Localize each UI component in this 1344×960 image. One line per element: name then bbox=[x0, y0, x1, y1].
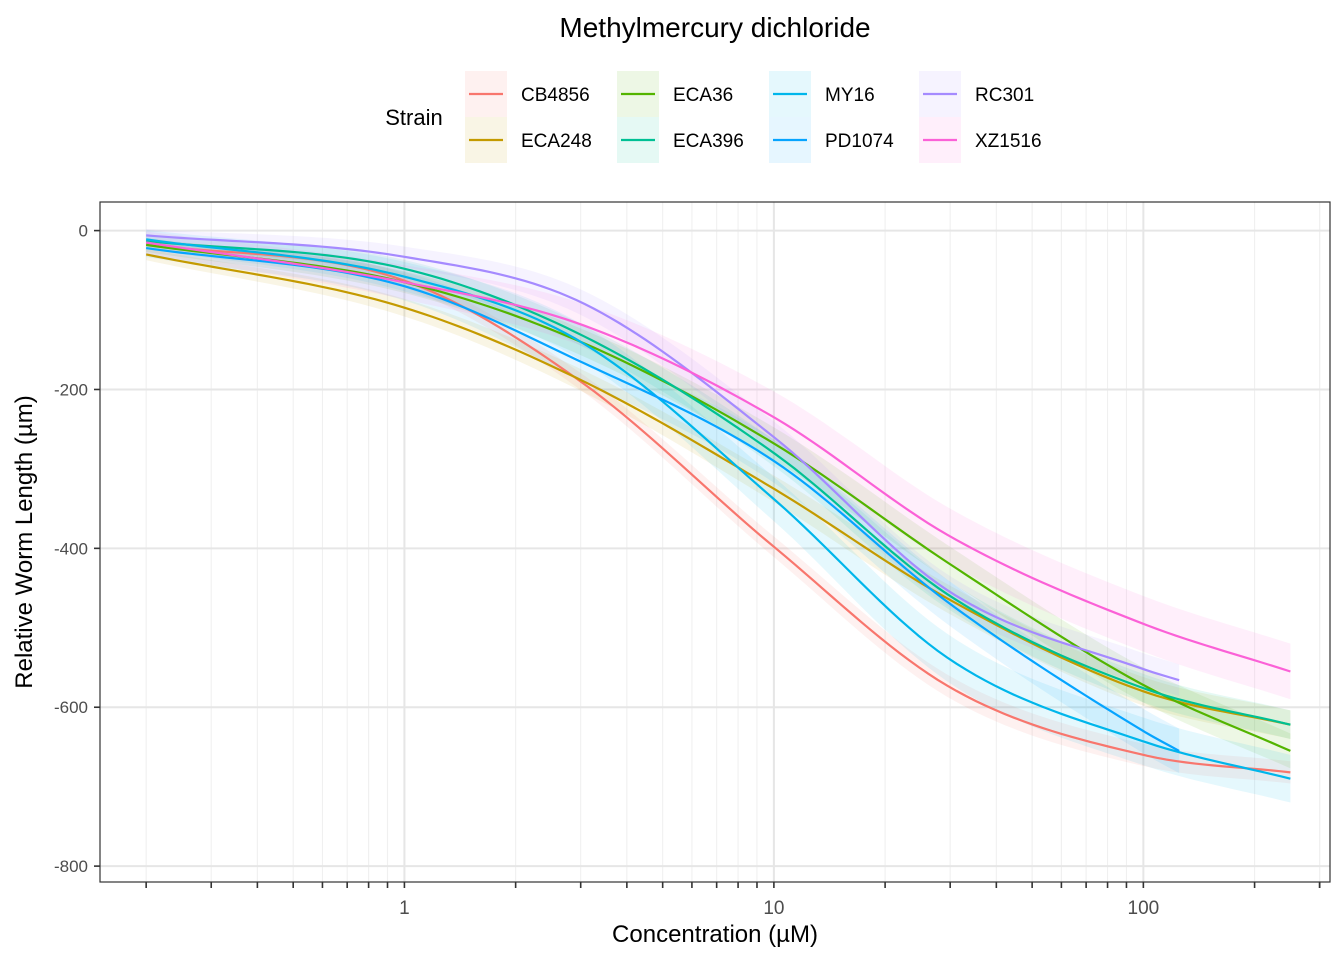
x-axis: 1 10 100 bbox=[145, 882, 1321, 919]
legend: Strain CB4856 ECA248 ECA36 ECA396 MY16 PD1074… bbox=[385, 71, 1042, 163]
legend-item-eca248: ECA248 bbox=[465, 117, 592, 163]
legend-label: MY16 bbox=[825, 85, 875, 106]
legend-label: PD1074 bbox=[825, 131, 894, 152]
legend-label: CB4856 bbox=[521, 85, 590, 106]
line-rc301 bbox=[146, 234, 1180, 682]
line-eca396 bbox=[146, 239, 1291, 726]
y-tick-label: -800 bbox=[54, 857, 88, 876]
legend-item-pd1074: PD1074 bbox=[769, 117, 894, 163]
legend-title: Strain bbox=[385, 105, 442, 130]
legend-item-eca36: ECA36 bbox=[617, 71, 733, 117]
band-eca248 bbox=[146, 248, 1291, 740]
confidence-bands bbox=[146, 229, 1291, 803]
band-eca396 bbox=[146, 235, 1291, 740]
band-rc301 bbox=[146, 229, 1180, 697]
line-xz1516 bbox=[145, 241, 1291, 673]
y-axis-label: Relative Worm Length (µm) bbox=[11, 395, 38, 688]
grid-major bbox=[100, 202, 1330, 882]
band-my16 bbox=[146, 229, 1291, 803]
plot-panel bbox=[99, 201, 1331, 883]
legend-label: ECA248 bbox=[521, 131, 592, 152]
x-axis-label: Concentration (µM) bbox=[612, 921, 818, 948]
line-my16 bbox=[146, 238, 1291, 780]
y-tick-label: -400 bbox=[54, 539, 88, 558]
legend-label: ECA396 bbox=[673, 131, 744, 152]
x-tick-label: 100 bbox=[1128, 898, 1160, 919]
legend-item-my16: MY16 bbox=[769, 71, 875, 117]
legend-label: ECA36 bbox=[673, 85, 733, 106]
panel-background bbox=[100, 202, 1330, 882]
legend-item-rc301: RC301 bbox=[919, 71, 1034, 117]
line-eca36 bbox=[146, 243, 1291, 752]
band-eca36 bbox=[146, 237, 1291, 769]
x-tick-label: 10 bbox=[763, 898, 784, 919]
y-tick-label: -600 bbox=[54, 698, 88, 717]
band-xz1516 bbox=[146, 231, 1291, 700]
legend-item-eca396: ECA396 bbox=[617, 117, 744, 163]
y-tick-label: -200 bbox=[54, 380, 88, 399]
y-tick-label: 0 bbox=[79, 222, 88, 241]
legend-item-cb4856: CB4856 bbox=[465, 71, 590, 117]
series-lines bbox=[145, 234, 1291, 780]
line-eca248 bbox=[145, 253, 1291, 726]
x-tick-label: 1 bbox=[399, 898, 410, 919]
panel-border bbox=[99, 201, 1331, 883]
y-axis: 0 -200 -400 -600 -800 bbox=[54, 222, 100, 876]
legend-item-xz1516: XZ1516 bbox=[919, 117, 1042, 163]
legend-label: XZ1516 bbox=[975, 131, 1042, 152]
legend-label: RC301 bbox=[975, 85, 1034, 106]
chart-title: Methylmercury dichloride bbox=[559, 12, 870, 43]
